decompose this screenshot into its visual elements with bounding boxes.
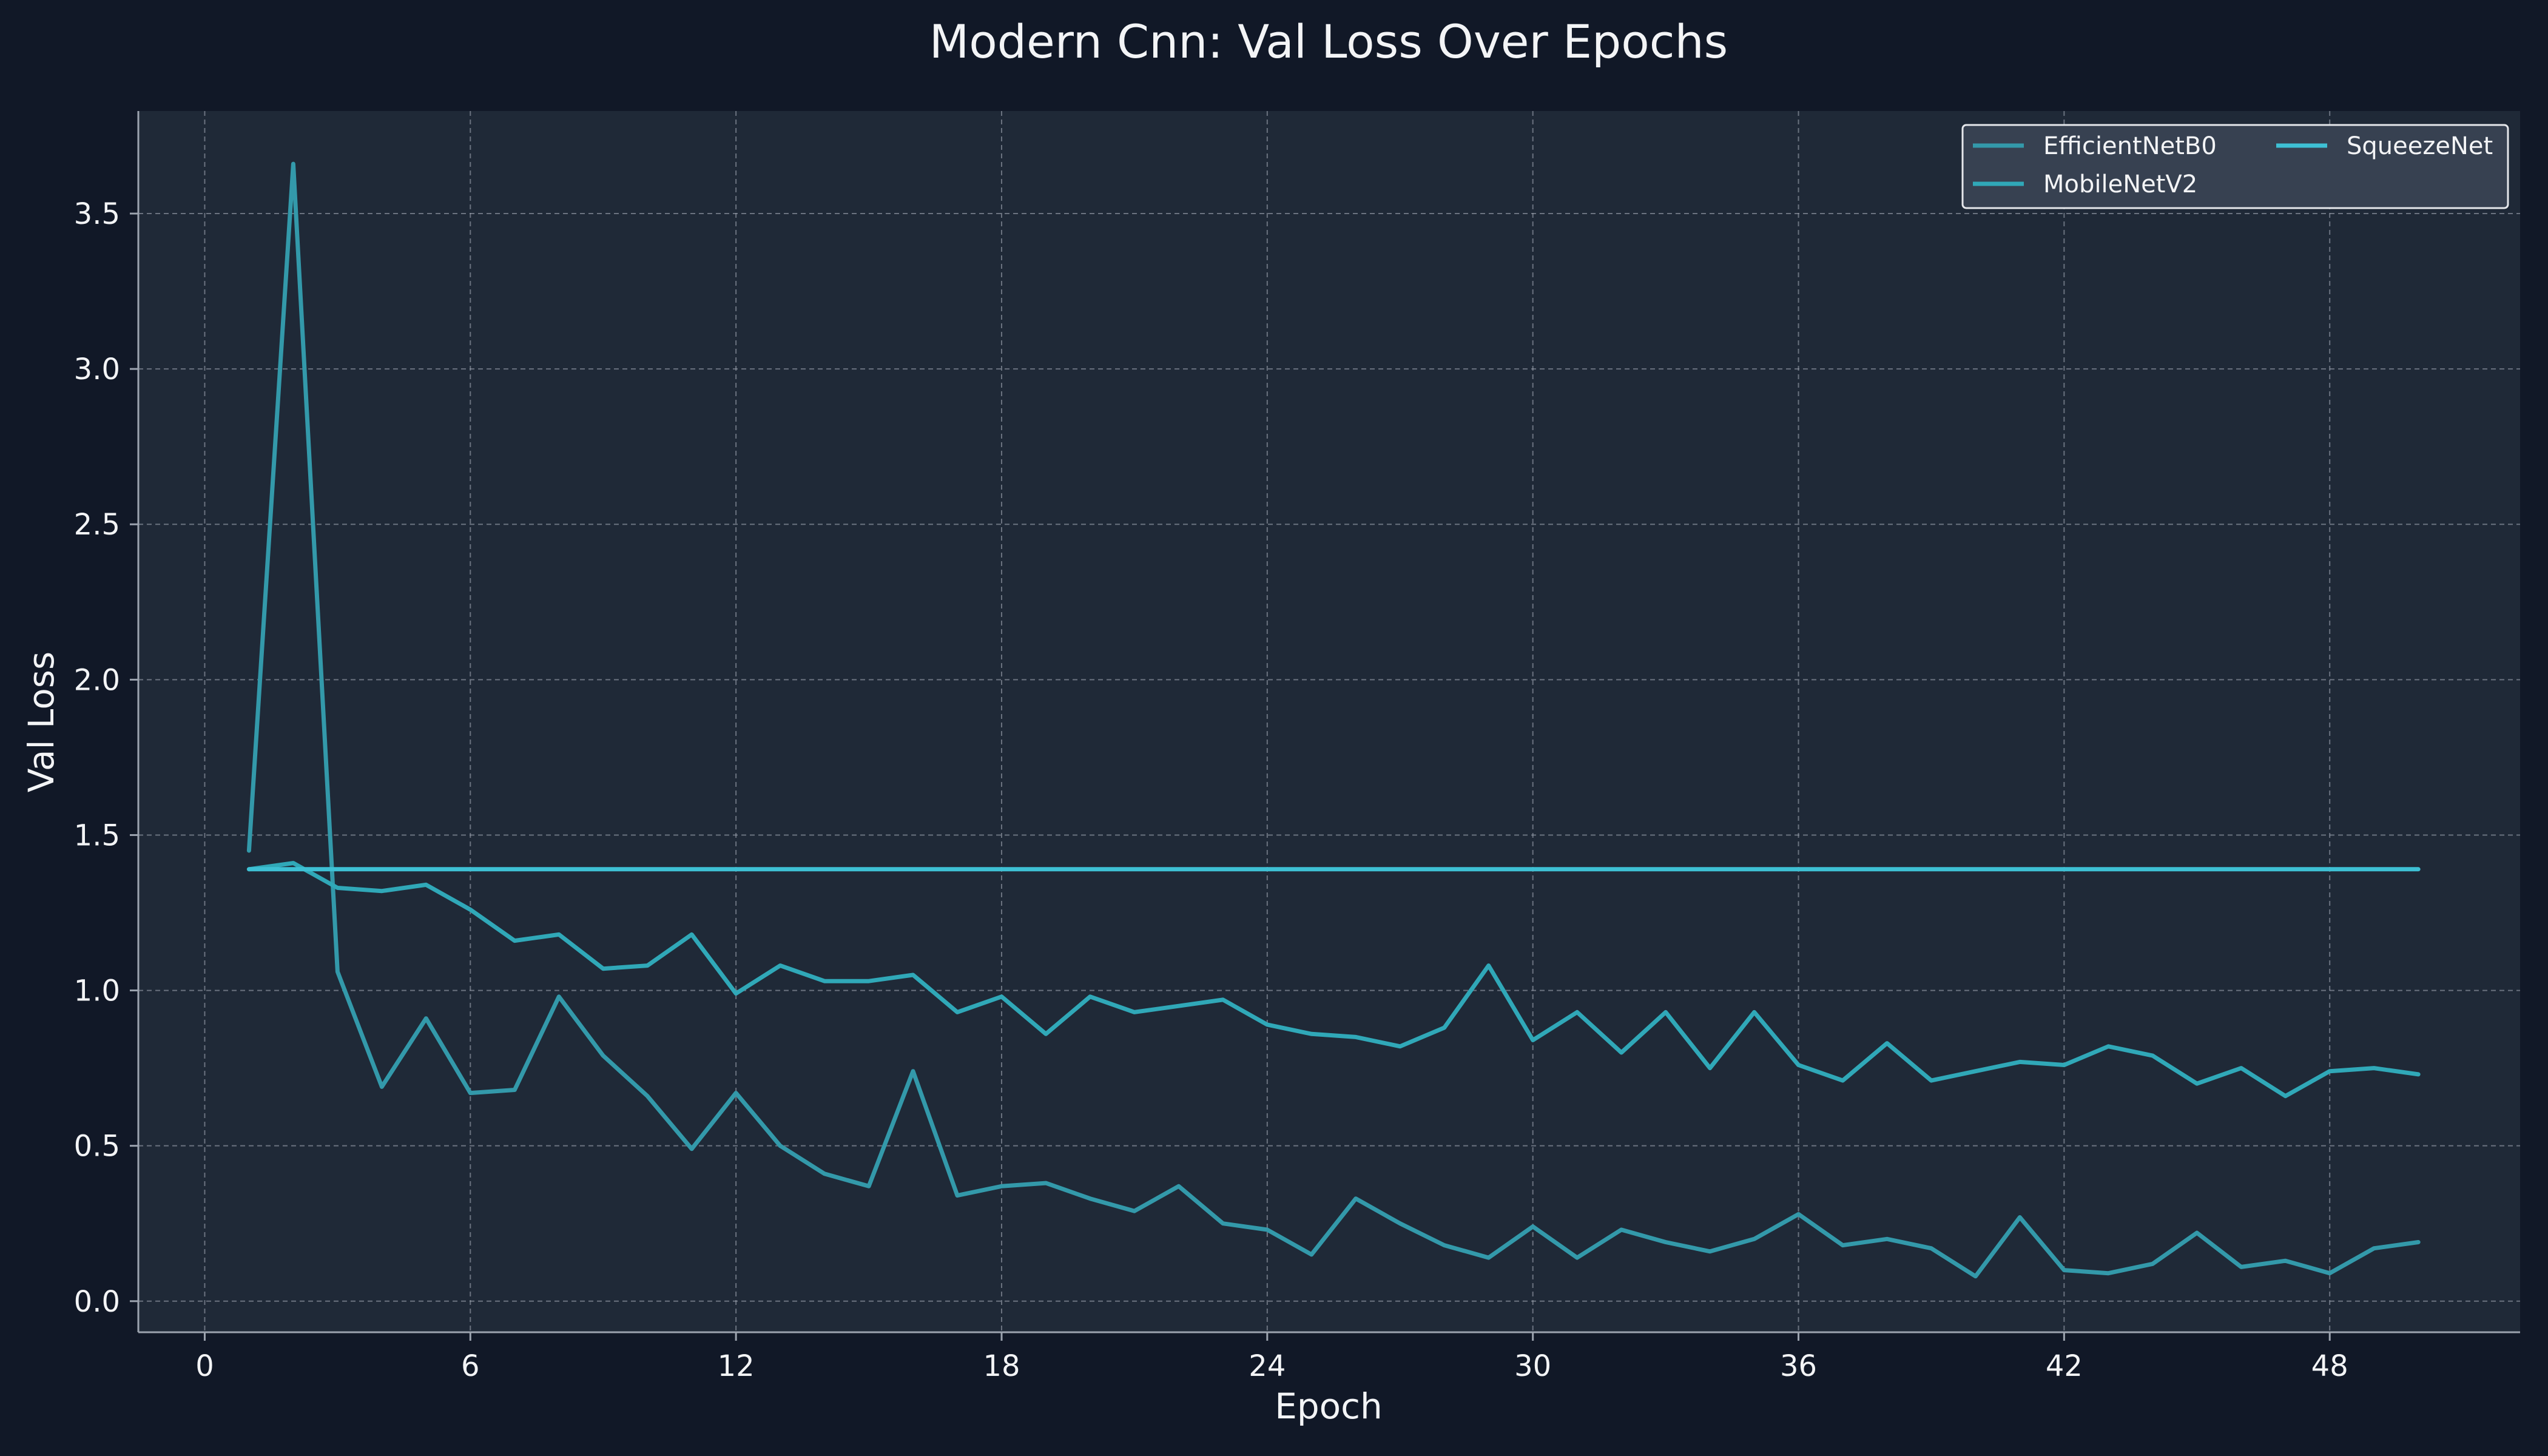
chart-title: Modern Cnn: Val Loss Over Epochs — [929, 15, 1728, 69]
y-tick-label: 0.5 — [74, 1130, 120, 1164]
tick-labels: 0 6 12 18 24 30 36 42 48 0.0 0.5 1.0 1.5 2.0 2.5 3.0 3.5 — [74, 197, 2348, 1383]
x-tick-label: 42 — [2046, 1349, 2083, 1383]
y-tick-label: 2.0 — [74, 663, 120, 697]
y-tick-label: 1.0 — [74, 974, 120, 1008]
series-lines — [246, 161, 2421, 1279]
x-tick-label: 24 — [1249, 1349, 1286, 1383]
x-tick-label: 18 — [983, 1349, 1020, 1383]
plot-area — [138, 111, 2520, 1332]
y-tick-label: 3.0 — [74, 352, 120, 386]
legend-label-efficientnetb0: EfficientNetB0 — [2043, 132, 2217, 160]
y-tick-label: 3.5 — [74, 197, 120, 231]
grid-lines — [138, 111, 2520, 1332]
legend-items: EfficientNetB0 MobileNetV2 SqueezeNet — [1973, 132, 2493, 198]
legend: EfficientNetB0 MobileNetV2 SqueezeNet — [1961, 124, 2509, 209]
legend-label-squeezenet: SqueezeNet — [2347, 132, 2493, 160]
axes — [137, 111, 2520, 1333]
legend-label-mobilenetv2: MobileNetV2 — [2043, 170, 2197, 198]
y-axis-label: Val Loss — [21, 652, 62, 792]
y-tick-label: 1.5 — [74, 818, 120, 852]
y-tick-label: 0.0 — [74, 1285, 120, 1319]
x-tick-label: 0 — [195, 1349, 214, 1383]
y-tick-label: 2.5 — [74, 508, 120, 542]
x-tick-label: 36 — [1780, 1349, 1817, 1383]
series-line-mobilenetv2 — [246, 861, 2421, 1099]
x-tick-label: 12 — [718, 1349, 755, 1383]
x-axis-label: Epoch — [1275, 1386, 1383, 1427]
legend-box — [1961, 124, 2509, 209]
series-line-efficientnetb0 — [246, 161, 2421, 1279]
x-tick-label: 30 — [1514, 1349, 1551, 1383]
x-tick-label: 48 — [2311, 1349, 2348, 1383]
x-tick-label: 6 — [461, 1349, 480, 1383]
